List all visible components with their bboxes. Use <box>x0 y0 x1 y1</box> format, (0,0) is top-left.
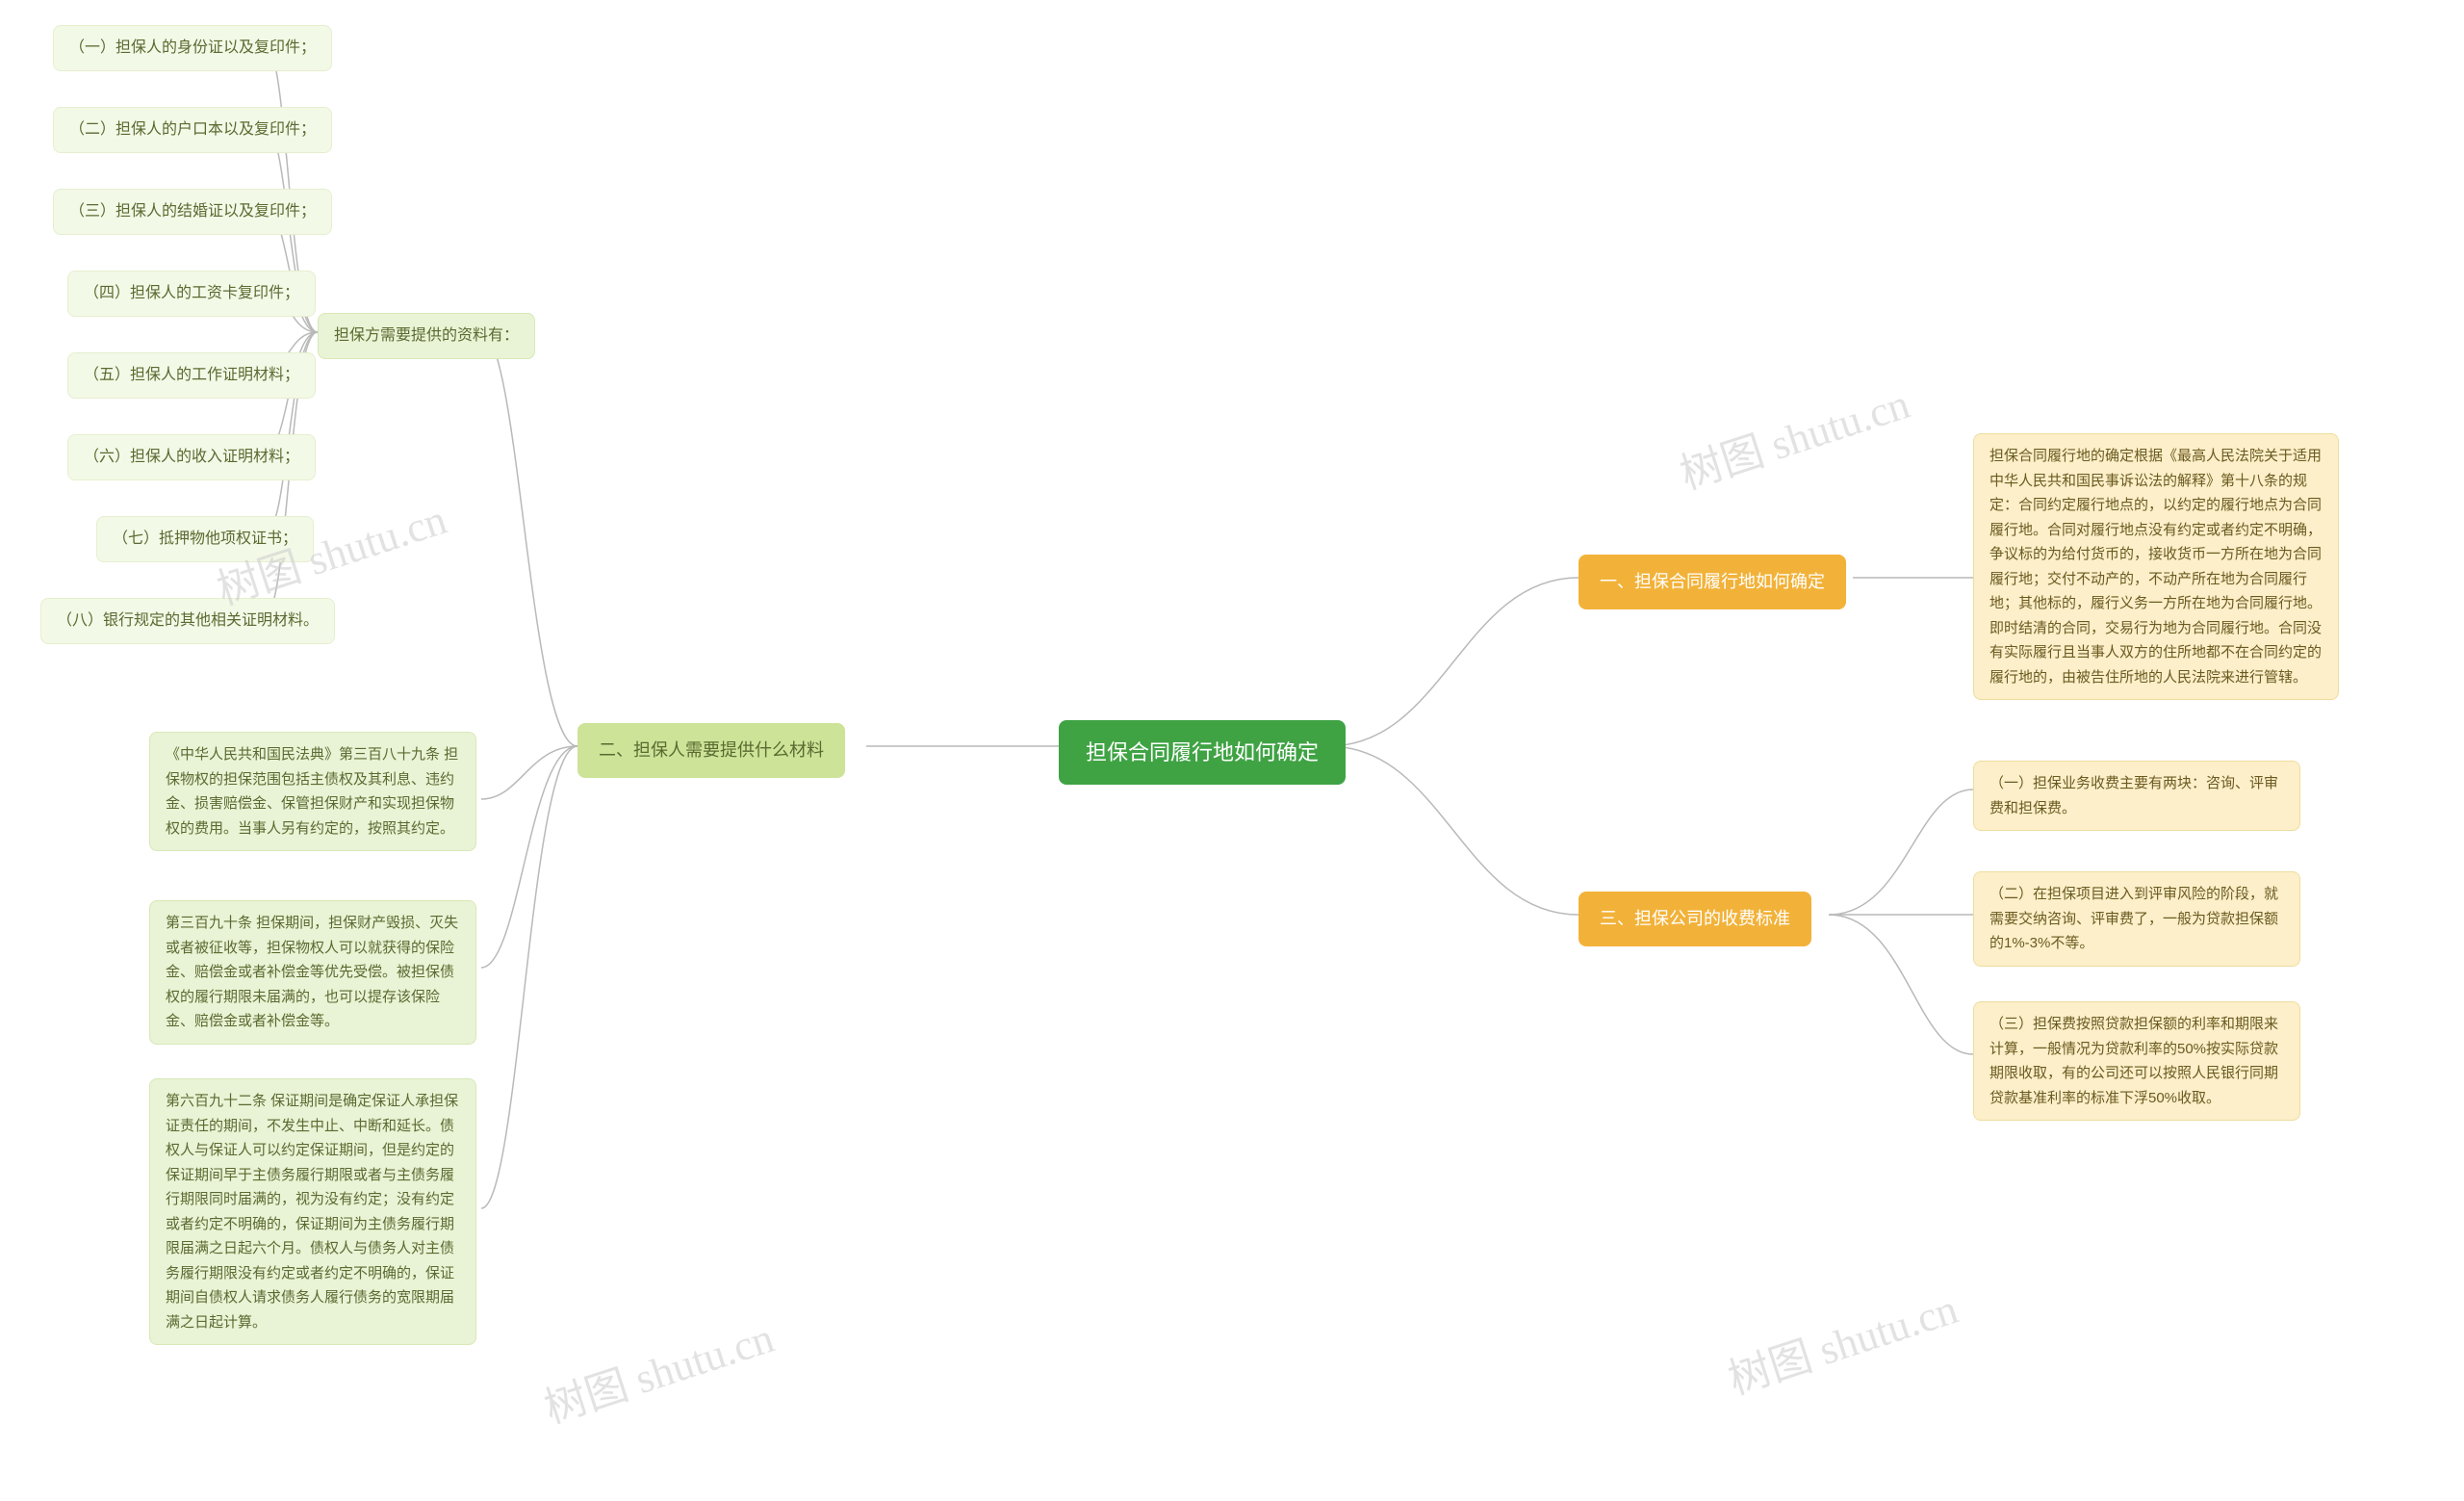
watermark-1: 树图 shutu.cn <box>1671 369 1916 501</box>
branch-1[interactable]: 一、担保合同履行地如何确定 <box>1578 555 1846 609</box>
branch-2-sub-label: 担保方需要提供的资料有： <box>334 327 519 344</box>
doc-item-3-text: （四）担保人的工资卡复印件； <box>84 285 299 301</box>
doc-item-6: （七）抵押物他项权证书； <box>96 516 314 562</box>
doc-item-5-text: （六）担保人的收入证明材料； <box>84 449 299 465</box>
branch-1-label: 一、担保合同履行地如何确定 <box>1600 572 1825 591</box>
branch-3-item-2-text: （三）担保费按照贷款担保额的利率和期限来计算，一般情况为贷款利率的50%按实际贷… <box>1989 1016 2278 1106</box>
root-node[interactable]: 担保合同履行地如何确定 <box>1059 720 1346 785</box>
law-item-2: 第六百九十二条 保证期间是确定保证人承担保证责任的期间，不发生中止、中断和延长。… <box>149 1078 476 1345</box>
branch-3-item-0-text: （一）担保业务收费主要有两块：咨询、评审费和担保费。 <box>1989 775 2278 816</box>
law-item-0-text: 《中华人民共和国民法典》第三百八十九条 担保物权的担保范围包括主债权及其利息、违… <box>166 746 458 837</box>
doc-item-1: （二）担保人的户口本以及复印件； <box>53 107 332 153</box>
law-item-2-text: 第六百九十二条 保证期间是确定保证人承担保证责任的期间，不发生中止、中断和延长。… <box>166 1093 458 1331</box>
doc-item-2: （三）担保人的结婚证以及复印件； <box>53 189 332 235</box>
doc-item-4-text: （五）担保人的工作证明材料； <box>84 367 299 383</box>
branch-3-item-2: （三）担保费按照贷款担保额的利率和期限来计算，一般情况为贷款利率的50%按实际贷… <box>1973 1001 2300 1121</box>
doc-item-6-text: （七）抵押物他项权证书； <box>113 531 297 547</box>
branch-3-label: 三、担保公司的收费标准 <box>1600 909 1790 928</box>
branch-1-detail: 担保合同履行地的确定根据《最高人民法院关于适用中华人民共和国民事诉讼法的解释》第… <box>1973 433 2339 700</box>
doc-item-7-text: （八）银行规定的其他相关证明材料。 <box>57 612 319 629</box>
watermark-2: 树图 shutu.cn <box>535 1303 781 1435</box>
branch-2-label: 二、担保人需要提供什么材料 <box>599 740 824 760</box>
branch-3-item-1-text: （二）在担保项目进入到评审风险的阶段，就需要交纳咨询、评审费了，一般为贷款担保额… <box>1989 886 2278 951</box>
doc-item-4: （五）担保人的工作证明材料； <box>67 352 316 399</box>
root-label: 担保合同履行地如何确定 <box>1086 740 1319 764</box>
branch-3-item-0: （一）担保业务收费主要有两块：咨询、评审费和担保费。 <box>1973 761 2300 831</box>
doc-item-3: （四）担保人的工资卡复印件； <box>67 271 316 317</box>
doc-item-1-text: （二）担保人的户口本以及复印件； <box>69 121 316 138</box>
watermark-3: 树图 shutu.cn <box>1719 1274 1964 1406</box>
doc-item-7: （八）银行规定的其他相关证明材料。 <box>40 598 335 644</box>
doc-item-0-text: （一）担保人的身份证以及复印件； <box>69 39 316 56</box>
law-item-0: 《中华人民共和国民法典》第三百八十九条 担保物权的担保范围包括主债权及其利息、违… <box>149 732 476 851</box>
doc-item-2-text: （三）担保人的结婚证以及复印件； <box>69 203 316 220</box>
branch-1-detail-text: 担保合同履行地的确定根据《最高人民法院关于适用中华人民共和国民事诉讼法的解释》第… <box>1989 448 2322 686</box>
doc-item-0: （一）担保人的身份证以及复印件； <box>53 25 332 71</box>
branch-2[interactable]: 二、担保人需要提供什么材料 <box>578 723 845 778</box>
branch-3[interactable]: 三、担保公司的收费标准 <box>1578 892 1811 946</box>
doc-item-5: （六）担保人的收入证明材料； <box>67 434 316 480</box>
branch-3-item-1: （二）在担保项目进入到评审风险的阶段，就需要交纳咨询、评审费了，一般为贷款担保额… <box>1973 871 2300 967</box>
law-item-1: 第三百九十条 担保期间，担保财产毁损、灭失或者被征收等，担保物权人可以就获得的保… <box>149 900 476 1045</box>
law-item-1-text: 第三百九十条 担保期间，担保财产毁损、灭失或者被征收等，担保物权人可以就获得的保… <box>166 915 458 1029</box>
branch-2-sub[interactable]: 担保方需要提供的资料有： <box>318 313 535 359</box>
